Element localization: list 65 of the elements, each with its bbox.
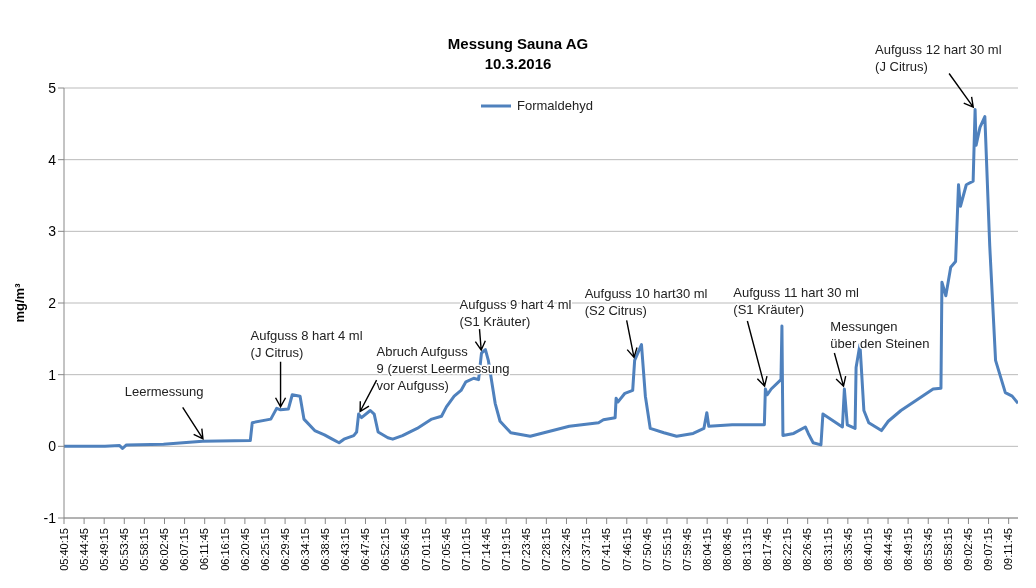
x-tick-label: 06:34:15 [299,528,311,571]
x-tick-label: 08:35:45 [841,528,854,571]
y-tick-label: 5 [48,79,57,96]
x-tick-label: 08:17:45 [761,528,774,571]
x-tick-label: 07:37:15 [580,528,593,571]
x-tick-label: 06:16:15 [218,528,231,571]
y-tick-label: 3 [48,223,57,240]
x-tick-label: 06:47:45 [359,528,372,571]
x-tick-label: 07:10:15 [459,528,472,571]
x-tick-label: 06:29:45 [278,528,291,571]
chart-title: Messung Sauna AG 10.3.2016 [447,35,589,72]
annotation: Messungen über den Steinen [830,319,930,351]
y-axis-title: mg/m³ [11,282,27,323]
x-tick-label: 06:07:15 [178,528,191,571]
x-tick-label: 05:53:45 [118,528,131,571]
x-tick-label: 07:05:45 [439,528,452,571]
annotation: Aufguss 9 hart 4 ml (S1 Kräuter) [459,297,572,330]
annotation: Aufguss 10 hart30 ml (S2 Citrus) [584,286,708,319]
y-tick-label: 2 [48,294,57,311]
x-tick-label: 06:11:45 [198,528,211,571]
legend-label: Formaldehyd [517,98,593,113]
x-tick-label: 08:53:45 [922,528,935,571]
x-tick-label: 08:31:15 [821,528,834,571]
y-tick-label: 0 [48,438,57,455]
x-tick-label: 07:50:45 [640,528,653,571]
x-tick-label: 06:25:15 [258,528,271,571]
y-tick-label: -1 [43,509,57,526]
x-tick-label: 06:20:45 [238,528,251,571]
x-tick-label: 08:40:15 [861,528,874,571]
x-tick-label: 07:01:15 [419,528,432,571]
x-tick-label: 06:52:15 [379,528,392,571]
annotation: Aufguss 8 hart 4 ml (J Citrus) [250,327,363,360]
x-tick-label: 08:44:45 [881,528,894,571]
x-tick-label: 05:49:15 [98,528,111,571]
x-tick-label: 08:58:15 [942,528,955,571]
x-tick-label: 07:23:45 [520,528,533,571]
x-tick-label: 05:58:15 [138,528,151,571]
x-tick-label: 07:28:15 [540,528,553,571]
x-tick-label: 06:56:45 [399,528,412,571]
x-tick-label: 08:13:15 [741,528,754,571]
x-tick-label: 07:59:45 [680,528,693,571]
x-tick-label: 09:11:45 [1002,528,1015,571]
y-tick-label: 1 [48,366,57,383]
x-tick-label: 06:38:45 [319,528,332,571]
x-tick-label: 06:02:45 [158,528,171,571]
x-tick-label: 08:26:45 [801,528,814,571]
x-tick-label: 09:02:45 [962,528,975,571]
x-tick-label: 08:22:15 [781,528,794,571]
x-tick-label: 05:40:15 [57,528,70,571]
x-tick-label: 07:19:15 [499,528,512,571]
x-tick-label: 07:41:45 [600,528,613,571]
x-tick-label: 09:07:15 [982,528,995,571]
x-tick-label: 07:14:45 [479,528,492,571]
annotation: Leermessung [124,384,204,400]
x-tick-label: 07:46:15 [620,528,633,571]
annotation: Aufguss 11 hart 30 ml (S1 Kräuter) [733,285,859,317]
x-tick-label: 06:43:15 [339,528,352,571]
x-tick-label: 07:55:15 [660,528,673,571]
x-tick-label: 07:32:45 [560,528,573,571]
annotation: Aufguss 12 hart 30 ml (J Citrus) [875,41,1002,74]
x-tick-label: 08:08:45 [721,528,734,571]
x-tick-label: 05:44:45 [77,528,90,571]
y-tick-label: 4 [48,151,57,168]
x-tick-label: 08:04:15 [700,528,713,571]
x-tick-label: 08:49:15 [901,528,914,571]
